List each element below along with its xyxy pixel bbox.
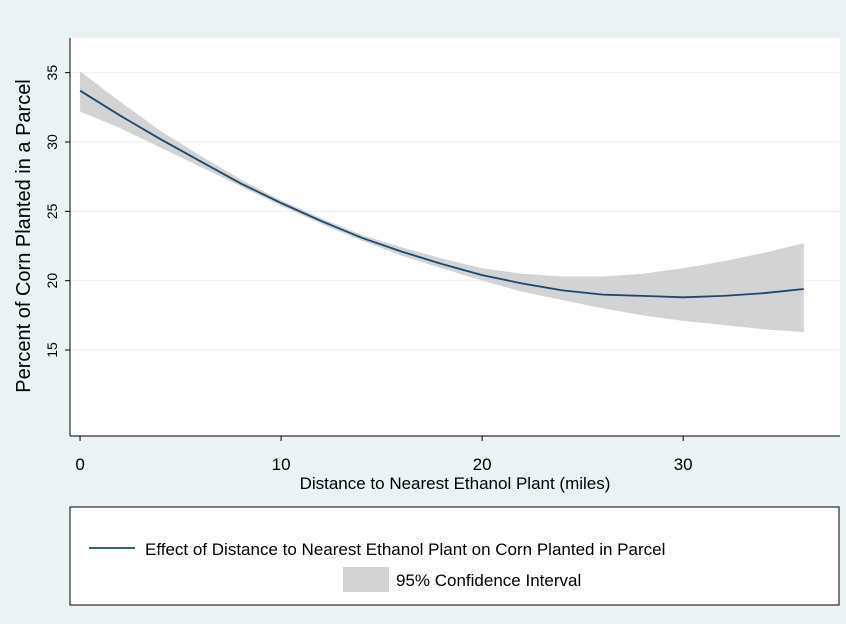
legend-box	[69, 506, 840, 606]
x-tick-label-0: 0	[75, 455, 84, 474]
y-axis-label: Percent of Corn Planted in a Parcel	[13, 79, 35, 393]
y-tick-label-25: 25	[44, 203, 60, 219]
x-tick-label-20: 20	[473, 455, 492, 474]
y-axis-ticks: 15 20 25 30 35	[44, 65, 70, 358]
y-tick-label-30: 30	[44, 134, 60, 150]
plot-area	[70, 38, 840, 436]
legend: Effect of Distance to Nearest Ethanol Pl…	[69, 506, 840, 606]
x-tick-label-30: 30	[674, 455, 693, 474]
x-axis-label: Distance to Nearest Ethanol Plant (miles…	[300, 474, 611, 493]
legend-band-label: 95% Confidence Interval	[396, 571, 581, 590]
legend-band-swatch	[343, 567, 389, 592]
legend-line-label: Effect of Distance to Nearest Ethanol Pl…	[145, 540, 665, 559]
series-line-0	[79, 89, 804, 299]
y-tick-label-35: 35	[44, 65, 60, 81]
y-tick-label-20: 20	[44, 273, 60, 289]
confidence-band-layer	[80, 71, 804, 332]
series-layer	[79, 89, 804, 299]
confidence-band	[80, 71, 804, 332]
gridlines	[70, 72, 840, 351]
y-tick-label-15: 15	[44, 342, 60, 358]
x-tick-label-10: 10	[272, 455, 291, 474]
x-axis-ticks: 0 10 20 30	[75, 436, 693, 474]
